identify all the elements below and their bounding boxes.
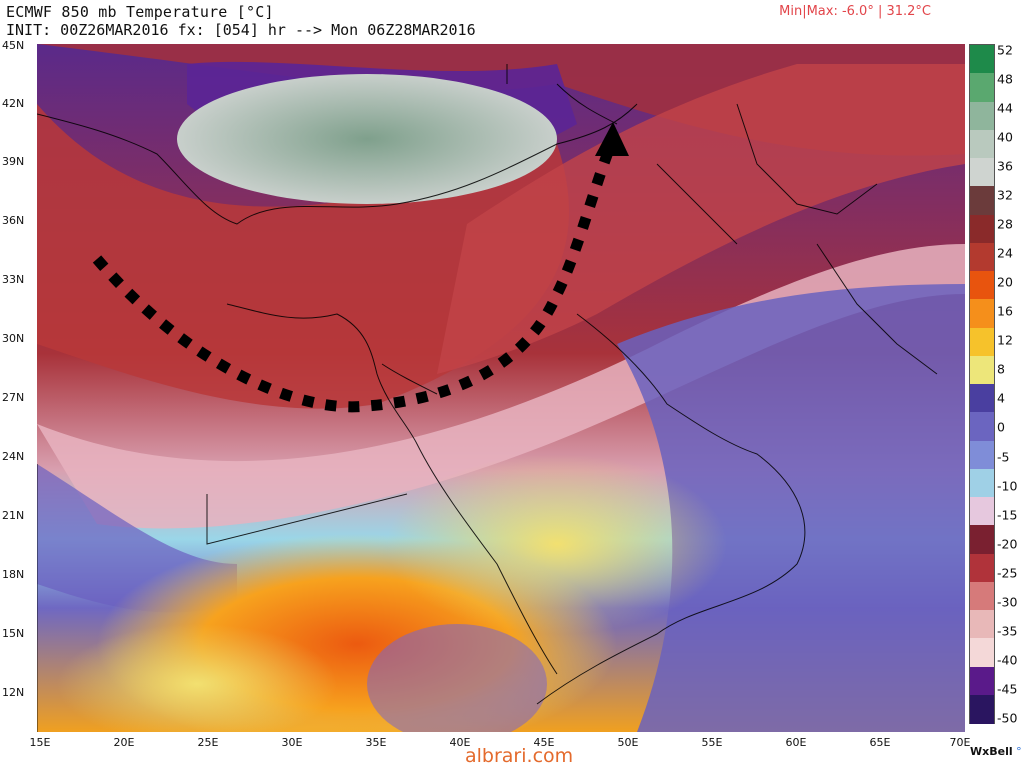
lat-label: 45N [2,39,25,52]
lat-label: 30N [2,332,25,345]
colorbar-label: 8 [997,361,1005,377]
colorbar-label: -25 [997,565,1018,581]
lon-label: 15E [29,736,51,749]
lon-label: 55E [701,736,723,749]
colorbar-label: -45 [997,681,1018,697]
colorbar-label: -35 [997,623,1018,639]
wxbell-logo: WxBell ° [970,745,1022,758]
lon-label: 40E [449,736,471,749]
lat-label: 21N [2,509,25,522]
colorbar-swatch [970,638,994,667]
colorbar-swatch [970,186,994,215]
colorbar-swatch [970,412,994,441]
colorbar-swatch [970,45,994,74]
lon-label: 70E [949,736,971,749]
temperature-map [37,44,965,732]
colorbar-swatch [970,214,994,244]
colorbar-swatch [970,158,994,187]
colorbar-label: 28 [997,216,1013,232]
lat-label: 27N [2,391,25,404]
colorbar-label: 36 [997,158,1013,174]
lon-label: 60E [785,736,807,749]
colorbar-label: -5 [997,449,1010,464]
colorbar-swatch [970,355,994,385]
lat-label: 24N [2,450,25,463]
colorbar [969,44,995,724]
dotted-arrow-path [92,142,617,413]
map-title: ECMWF 850 mb Temperature [°C] [6,3,274,21]
colorbar-swatch [970,271,994,300]
lon-label: 25E [197,736,219,749]
lat-label: 18N [2,568,25,581]
colorbar-label: 12 [997,332,1013,348]
colorbar-label: 4 [997,390,1005,406]
colorbar-swatch [970,694,994,724]
colorbar-label: 24 [997,245,1013,261]
colorbar-swatch [970,581,994,611]
lon-label: 30E [281,736,303,749]
colorbar-label: -20 [997,536,1018,552]
colorbar-swatch [970,440,994,470]
colorbar-swatch [970,327,994,357]
colorbar-label: 52 [997,42,1013,58]
colorbar-swatch [970,73,994,102]
lat-label: 12N [2,686,25,699]
lon-label: 20E [113,736,135,749]
wxbell-dot-icon: ° [1016,745,1022,758]
colorbar-label: 16 [997,303,1013,319]
colorbar-swatch [970,242,994,272]
colorbar-label: -30 [997,594,1018,610]
colorbar-label: 0 [997,419,1005,435]
arrow-head [595,122,629,156]
colorbar-swatch [970,553,994,583]
lon-label: 65E [869,736,891,749]
colorbar-swatch [970,101,994,131]
lat-label: 36N [2,214,25,227]
colorbar-label: -10 [997,478,1018,494]
init-line: INIT: 00Z26MAR2016 fx: [054] hr --> Mon … [6,21,476,39]
colorbar-label: 40 [997,129,1013,145]
lat-label: 42N [2,97,25,110]
colorbar-label: -40 [997,652,1018,668]
colorbar-swatch [970,610,994,639]
lat-label: 33N [2,273,25,286]
colorbar-swatch [970,299,994,328]
colorbar-swatch [970,384,994,413]
colorbar-swatch [970,468,994,498]
colorbar-swatch [970,497,994,526]
colorbar-swatch [970,525,994,554]
minmax-readout: Min|Max: -6.0° | 31.2°C [779,4,931,19]
lat-label: 15N [2,627,25,640]
colorbar-label: 20 [997,274,1013,290]
colorbar-label: 44 [997,100,1013,116]
watermark: albrari.com [465,745,574,767]
colorbar-label: 48 [997,71,1013,87]
colorbar-label: -15 [997,507,1018,523]
lon-label: 50E [617,736,639,749]
map-svg [37,44,965,732]
lat-label: 39N [2,155,25,168]
colorbar-label: -50 [997,710,1018,726]
lon-label: 35E [365,736,387,749]
colorbar-swatch [970,129,994,159]
colorbar-swatch [970,666,994,696]
lon-label: 45E [533,736,555,749]
coastlines [37,64,938,732]
colorbar-label: 32 [997,187,1013,203]
